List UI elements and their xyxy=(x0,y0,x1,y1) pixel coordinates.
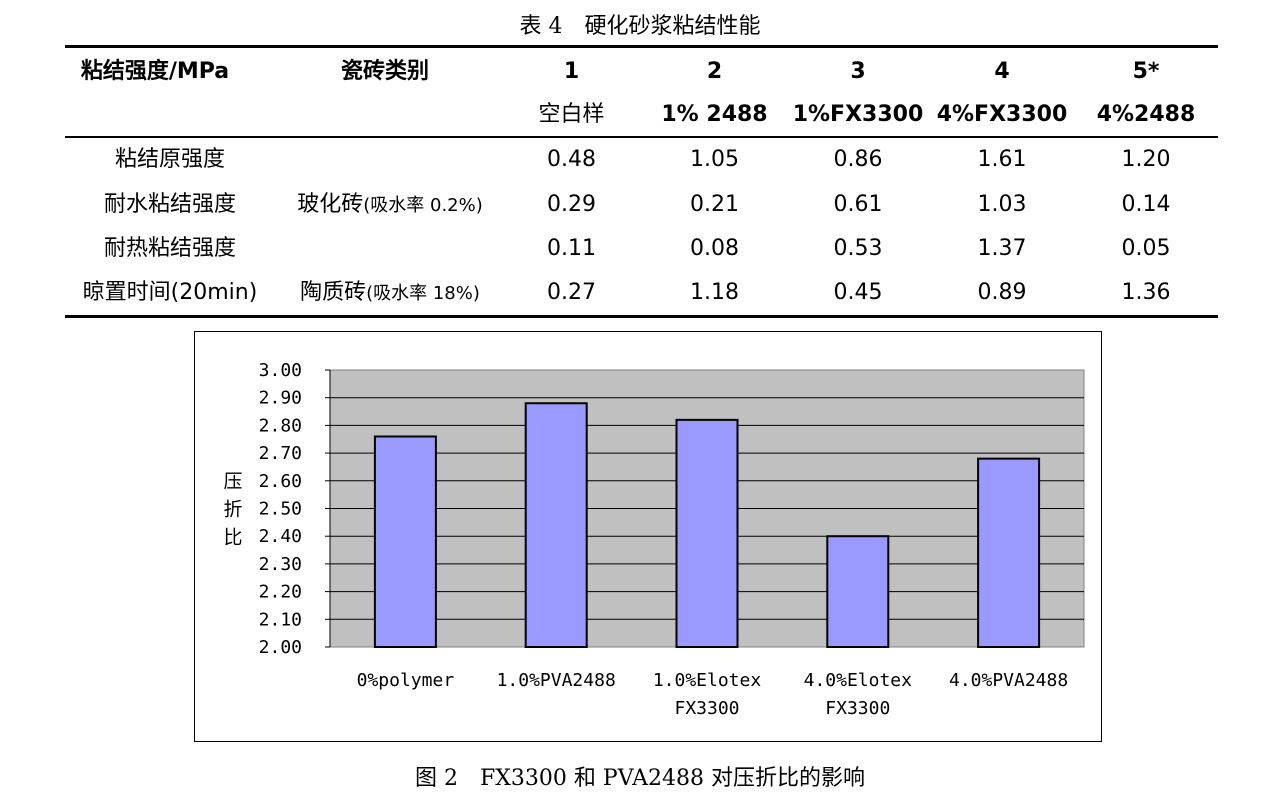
table-cell: 0.89 xyxy=(977,280,1027,305)
tile-type-name: 玻化砖 xyxy=(297,192,364,217)
table-cell: 1.05 xyxy=(690,147,739,172)
tile-type-name: 陶质砖 xyxy=(300,280,367,305)
table-header-rule xyxy=(65,136,1218,138)
bar xyxy=(977,457,1041,648)
header-number: 2 xyxy=(706,59,723,84)
header-number: 5* xyxy=(1132,59,1160,84)
bar xyxy=(373,435,437,649)
x-tick-label: 4.0%Elotex xyxy=(804,670,913,691)
y-tick-label: 2.90 xyxy=(259,388,302,409)
y-tick-label: 2.60 xyxy=(259,471,302,492)
table-cell: 0.53 xyxy=(833,236,883,261)
row-label: 耐水粘结强度 xyxy=(103,192,236,217)
header-sample-name: 4%2488 xyxy=(1096,102,1196,127)
bar xyxy=(826,535,890,648)
header-number: 3 xyxy=(850,59,866,84)
table-cell: 1.37 xyxy=(977,236,1027,261)
row-label: 粘结原强度 xyxy=(114,147,225,172)
x-tick-label: 1.0%Elotex xyxy=(653,670,762,691)
table-cell: 0.61 xyxy=(833,192,883,217)
row-label: 晾置时间(20min) xyxy=(82,280,258,305)
table-bottom-rule xyxy=(65,315,1218,318)
table-cell: 1.36 xyxy=(1121,280,1171,305)
tile-type: 陶质砖(吸水率 18%) xyxy=(280,273,500,313)
table-cell: 0.11 xyxy=(547,236,596,261)
y-tick-label: 2.80 xyxy=(259,415,302,436)
table-cell: 0.14 xyxy=(1121,192,1171,217)
table-cell: 1.18 xyxy=(690,280,739,305)
table-cell: 0.21 xyxy=(690,192,739,217)
bar xyxy=(524,402,588,648)
x-tick-label: 0%polymer xyxy=(357,670,455,691)
chart-frame: 3.00 2.90 2.80 2.70 2.60 2.50 2.40 2.30 2.20 2.10… xyxy=(194,331,1102,742)
table-cell: 0.05 xyxy=(1121,236,1171,261)
table-cell: 0.29 xyxy=(547,192,596,217)
y-tick-label: 2.30 xyxy=(259,554,302,575)
table-cell: 1.20 xyxy=(1121,147,1171,172)
y-axis-label-char: 压 xyxy=(223,471,242,493)
table-cell: 0.48 xyxy=(547,147,596,172)
header-sample-name: 空白样 xyxy=(538,102,605,127)
header-number: 4 xyxy=(994,59,1010,84)
y-tick-label: 2.00 xyxy=(259,637,302,658)
y-axis-label-char: 折 xyxy=(223,499,242,521)
header-sample-name: 4%FX3300 xyxy=(936,102,1068,127)
tile-type: 玻化砖(吸水率 0.2%) xyxy=(280,185,500,225)
bar-chart: 3.00 2.90 2.80 2.70 2.60 2.50 2.40 2.30 2.20 2.10… xyxy=(223,360,1085,719)
table-top-rule xyxy=(65,45,1218,48)
header-tile-type: 瓷砖类别 xyxy=(340,59,429,84)
y-tick-label: 3.00 xyxy=(259,360,302,381)
header-sample-name: 1% 2488 xyxy=(661,102,768,127)
table-cell: 0.27 xyxy=(547,280,596,305)
header-bond-strength: 粘结强度/MPa xyxy=(80,59,230,84)
x-tick-label: FX3300 xyxy=(674,698,739,719)
x-tick-label: 1.0%PVA2488 xyxy=(497,670,616,691)
y-tick-label: 2.70 xyxy=(259,443,302,464)
bar xyxy=(675,418,739,648)
table-caption: 表 4 硬化砂浆粘结性能 xyxy=(519,14,761,39)
y-tick-label: 2.50 xyxy=(259,499,302,520)
row-label: 耐热粘结强度 xyxy=(103,236,236,261)
tile-water-absorption: (吸水率 0.2%) xyxy=(363,195,483,216)
x-tick-label: 4.0%PVA2488 xyxy=(949,670,1068,691)
table-cell: 1.03 xyxy=(977,192,1027,217)
table-cell: 0.45 xyxy=(833,280,883,305)
table-cell: 1.61 xyxy=(977,147,1027,172)
y-tick-label: 2.40 xyxy=(259,526,302,547)
figure-caption: 图 2 FX3300 和 PVA2488 对压折比的影响 xyxy=(415,766,865,791)
header-number: 1 xyxy=(563,59,580,84)
y-axis-label-char: 比 xyxy=(223,527,242,549)
header-sample-name: 1%FX3300 xyxy=(792,102,924,127)
x-tick-label: FX3300 xyxy=(825,698,890,719)
y-tick-label: 2.10 xyxy=(259,609,302,630)
table-cell: 0.86 xyxy=(833,147,883,172)
y-tick-label: 2.20 xyxy=(259,582,302,603)
table-cell: 0.08 xyxy=(690,236,739,261)
tile-water-absorption: (吸水率 18%) xyxy=(366,283,480,304)
